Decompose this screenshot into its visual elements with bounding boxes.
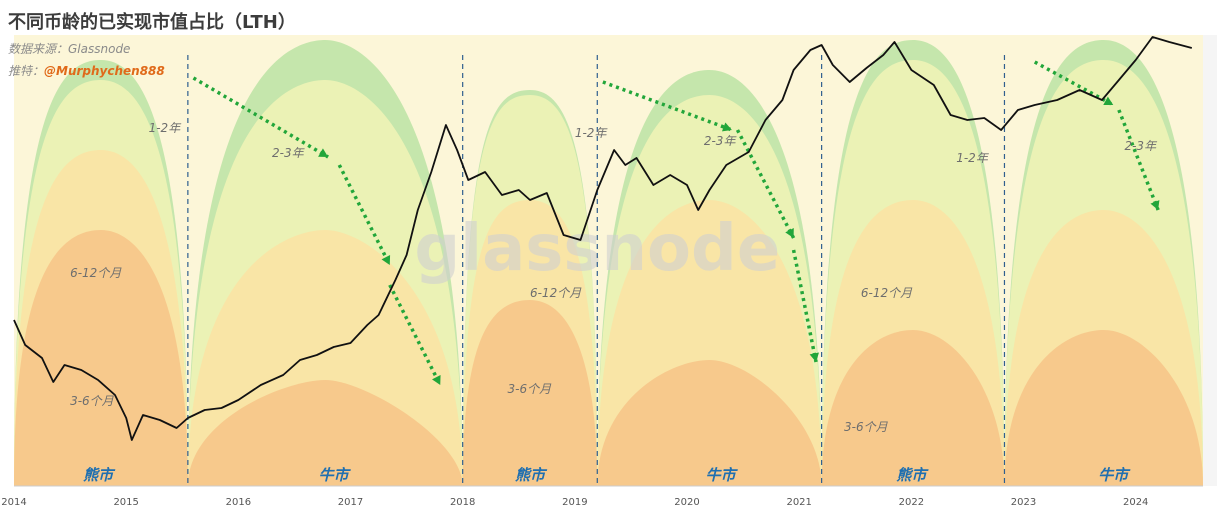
series-label: 1-2年 — [149, 121, 183, 135]
series-label: 1-2年 — [575, 126, 609, 140]
market-phase-label: 熊市 — [515, 466, 548, 484]
right-axis-strip — [1203, 35, 1217, 486]
area-layer — [1004, 330, 1203, 486]
twitter-credit: 推特：@Murphychen888 — [8, 62, 165, 79]
trend-arrowhead — [785, 228, 794, 238]
data-source: 数据来源：Glassnode — [8, 42, 131, 56]
trend-arrow — [337, 164, 392, 266]
trend-arrowhead — [721, 122, 732, 132]
x-tick-label: 2020 — [674, 497, 699, 508]
x-tick-label: 2022 — [899, 497, 924, 508]
trend-arrowhead — [809, 352, 819, 362]
x-tick-label: 2015 — [113, 497, 138, 508]
market-phase-label: 熊市 — [83, 466, 116, 484]
series-label: 2-3年 — [704, 134, 738, 148]
trend-arrowhead — [381, 255, 391, 265]
area-layer — [821, 330, 1005, 486]
trend-arrowhead — [1150, 200, 1160, 210]
chart-title: 不同币龄的已实现市值占比（LTH） — [8, 12, 296, 33]
trend-arrowhead — [1103, 96, 1114, 105]
area-layer — [14, 230, 188, 486]
x-tick-label: 2019 — [562, 497, 587, 508]
x-tick-label: 2024 — [1123, 497, 1148, 508]
trend-arrowhead — [318, 148, 329, 157]
x-tick-label: 2023 — [1011, 497, 1036, 508]
series-label: 6-12个月 — [70, 266, 122, 280]
trend-arrow — [602, 80, 733, 132]
series-label: 2-3年 — [1124, 139, 1158, 153]
series-label: 3-6个月 — [70, 394, 115, 408]
series-label: 3-6个月 — [844, 420, 889, 434]
series-label: 2-3年 — [272, 146, 306, 160]
series-label: 6-12个月 — [530, 286, 582, 300]
trend-arrow — [388, 284, 442, 386]
x-tick-label: 2021 — [786, 497, 811, 508]
x-tick-label: 2017 — [338, 497, 363, 508]
twitter-label: 推特： — [8, 64, 45, 78]
x-tick-label: 2014 — [1, 497, 26, 508]
x-tick-label: 2016 — [226, 497, 251, 508]
market-phase-label: 熊市 — [896, 466, 929, 484]
area-layer — [187, 380, 463, 486]
x-tick-label: 2018 — [450, 497, 475, 508]
price-line — [13, 36, 1193, 441]
area-layer — [597, 360, 822, 486]
market-phase-label: 牛市 — [319, 466, 352, 484]
series-label: 3-6个月 — [508, 382, 553, 396]
trend-arrow — [791, 249, 818, 363]
trend-arrowhead — [432, 375, 441, 385]
series-label: 1-2年 — [956, 151, 990, 165]
area-layer — [462, 300, 598, 486]
trend-arrow — [1033, 60, 1115, 107]
twitter-handle: @Murphychen888 — [44, 64, 165, 78]
market-phase-label: 牛市 — [706, 466, 739, 484]
market-phase-label: 牛市 — [1098, 466, 1131, 484]
series-label: 6-12个月 — [861, 286, 913, 300]
trend-arrow — [192, 76, 329, 159]
